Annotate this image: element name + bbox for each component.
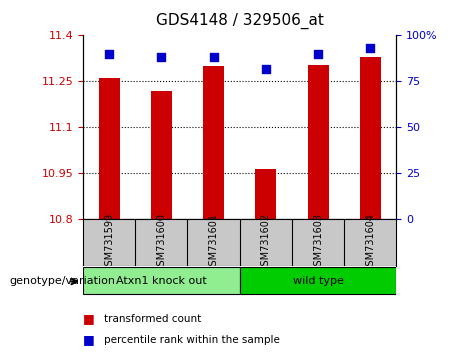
Text: GDS4148 / 329506_at: GDS4148 / 329506_at xyxy=(156,12,324,29)
Point xyxy=(158,55,165,60)
Point xyxy=(262,66,270,72)
Text: GSM731601: GSM731601 xyxy=(208,213,219,272)
Text: GSM731599: GSM731599 xyxy=(104,213,114,272)
Text: GSM731603: GSM731603 xyxy=(313,213,323,272)
Bar xyxy=(83,267,240,294)
Text: ■: ■ xyxy=(83,333,95,346)
Text: ■: ■ xyxy=(83,312,95,325)
Point xyxy=(366,45,374,51)
Bar xyxy=(255,169,276,219)
Text: GSM731600: GSM731600 xyxy=(156,213,166,272)
Bar xyxy=(151,91,172,219)
Text: GSM731602: GSM731602 xyxy=(261,213,271,272)
Text: GSM731604: GSM731604 xyxy=(365,213,375,272)
Text: transformed count: transformed count xyxy=(104,314,201,324)
Point xyxy=(106,51,113,57)
Text: percentile rank within the sample: percentile rank within the sample xyxy=(104,335,280,345)
Bar xyxy=(240,267,396,294)
Point xyxy=(210,55,217,60)
Bar xyxy=(203,66,224,219)
Text: Atxn1 knock out: Atxn1 knock out xyxy=(116,275,207,286)
Point xyxy=(314,51,322,57)
Bar xyxy=(307,64,329,219)
Text: wild type: wild type xyxy=(293,275,343,286)
Bar xyxy=(360,57,381,219)
Text: genotype/variation: genotype/variation xyxy=(9,276,115,286)
Bar xyxy=(99,78,119,219)
